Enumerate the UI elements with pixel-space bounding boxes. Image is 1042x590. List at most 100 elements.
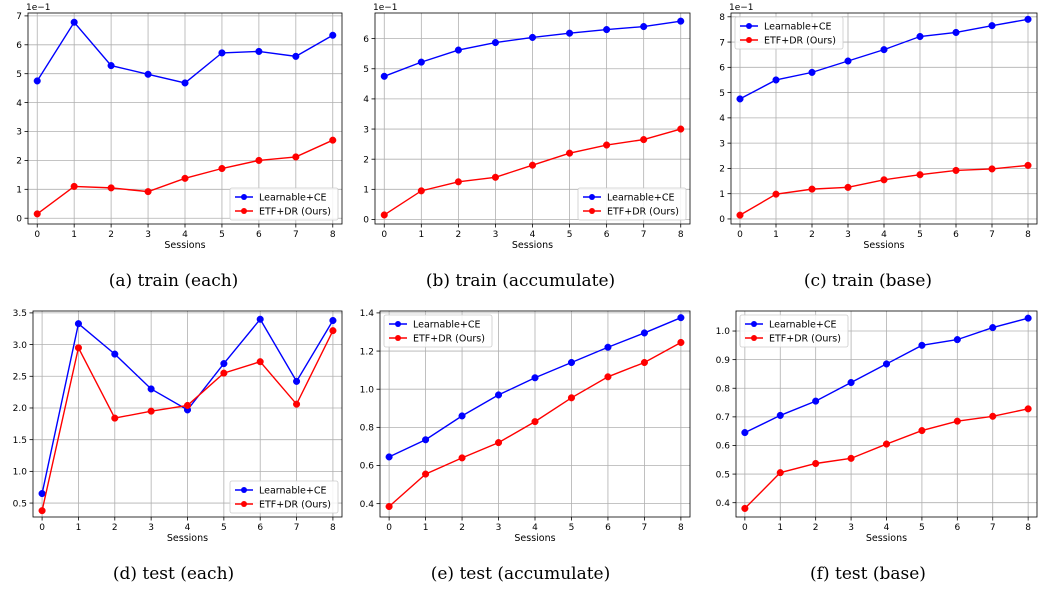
caption-b: (b) train (accumulate)	[425, 271, 616, 291]
x-tick-label: 3	[496, 523, 502, 533]
x-tick-label: 8	[1025, 230, 1031, 240]
x-tick-label: 2	[459, 523, 465, 533]
data-point	[256, 358, 264, 366]
data-point	[329, 31, 337, 39]
data-point	[604, 373, 612, 381]
data-point	[107, 62, 115, 70]
data-point	[293, 377, 301, 385]
data-point	[144, 188, 152, 196]
y-tick-label: 0	[719, 215, 725, 225]
x-tick-label: 0	[34, 230, 40, 240]
data-point	[528, 161, 537, 169]
y-tick-label: 4	[363, 95, 369, 105]
data-point	[329, 327, 337, 335]
data-point	[916, 32, 924, 41]
x-tick-label: 2	[809, 230, 815, 240]
data-point	[218, 164, 226, 173]
chart-c-series-2	[736, 161, 1032, 219]
data-point	[380, 72, 388, 80]
legend-box	[229, 480, 339, 514]
y-tick-label: 0.6	[360, 462, 375, 472]
legend-box	[229, 187, 339, 221]
data-point	[147, 385, 155, 393]
legend-label: ETF+DR (Ours)	[259, 499, 331, 510]
data-point	[531, 418, 539, 426]
data-point	[880, 176, 888, 184]
legend-label: Learnable+CE	[764, 21, 831, 32]
y-tick-label: 1.0	[13, 468, 28, 478]
caption-c: (c) train (base)	[803, 271, 933, 291]
x-tick-label: 6	[953, 230, 959, 240]
y-tick-label: 0.8	[360, 424, 375, 434]
x-tick-label: 5	[569, 523, 575, 533]
data-point	[422, 470, 430, 478]
data-point	[380, 211, 388, 219]
x-tick-label: 7	[294, 523, 300, 533]
chart-panel-e: 0 1 2 3 4 5 6 7 8 0.4 0.6 0.8 1.0 1.2 1.4 Sessions Learn…	[347, 295, 694, 590]
data-point	[812, 459, 820, 468]
data-point	[38, 507, 46, 515]
data-point	[255, 156, 263, 164]
data-point	[491, 38, 499, 47]
legend-swatch-marker	[241, 208, 247, 214]
x-tick-label: 0	[381, 230, 387, 240]
data-point	[847, 454, 855, 462]
chart-b-xlabel: Sessions	[512, 240, 553, 251]
data-point	[33, 77, 41, 85]
y-tick-label: 2	[16, 157, 22, 167]
data-point	[812, 397, 820, 405]
data-point	[776, 411, 784, 419]
x-tick-label: 8	[1025, 523, 1031, 533]
chart-f-xlabel: Sessions	[866, 533, 907, 544]
chart-f-series-1	[741, 314, 1032, 437]
data-point	[677, 17, 685, 25]
x-tick-label: 1	[773, 230, 779, 240]
x-tick-label: 6	[257, 523, 263, 533]
data-point	[1024, 161, 1032, 169]
data-point	[989, 324, 997, 332]
x-tick-label: 0	[386, 523, 392, 533]
y-tick-label: 8	[719, 13, 725, 23]
chart-d-grid	[33, 311, 342, 517]
data-point	[640, 136, 648, 144]
data-point	[107, 184, 115, 192]
y-tick-label: 0.7	[716, 413, 730, 423]
y-tick-label: 0.5	[716, 470, 730, 480]
y-tick-label: 0	[363, 216, 369, 226]
data-point	[604, 343, 612, 351]
chart-d-series-2	[38, 327, 337, 515]
legend-label: Learnable+CE	[259, 192, 326, 203]
legend-swatch-marker	[589, 208, 595, 214]
y-tick-label: 0.4	[716, 499, 731, 509]
y-tick-label: 5	[719, 89, 725, 99]
data-point	[293, 400, 301, 408]
data-point	[33, 210, 41, 218]
x-tick-label: 8	[330, 523, 336, 533]
data-point	[181, 79, 189, 87]
data-point	[640, 23, 648, 31]
data-point	[218, 49, 226, 57]
y-tick-label: 1	[719, 190, 725, 200]
data-point	[880, 46, 888, 54]
chart-panel-f: 0 1 2 3 4 5 6 7 8 0.4 0.5 0.6 0.7 0.8 0.9 1.0 Sessions Le…	[694, 295, 1042, 590]
y-tick-label: 1	[16, 186, 22, 196]
data-point	[741, 504, 749, 512]
caption-d: (d) test (each)	[112, 564, 235, 584]
data-point	[603, 26, 611, 34]
data-point	[741, 429, 749, 437]
data-point	[918, 427, 926, 435]
data-point	[882, 440, 891, 448]
chart-a-series-1	[33, 18, 337, 87]
y-tick-label: 6	[719, 64, 725, 74]
chart-a-legend: Learnable+CE ETF+DR (Ours)	[229, 187, 339, 221]
chart-panel-c: 0 1 2 3 4 5 6 7 8 0 1 2 3 4 5 6 7 8 Sessions 1e−1 Learnable+…	[694, 0, 1042, 295]
legend-swatch-marker	[241, 487, 247, 493]
x-tick-label: 0	[742, 523, 748, 533]
data-point	[422, 436, 430, 444]
data-point	[491, 173, 499, 181]
y-tick-label: 1.0	[360, 385, 375, 395]
data-point	[494, 439, 503, 447]
data-point	[736, 95, 744, 103]
data-point	[1024, 405, 1032, 413]
chart-c: 0 1 2 3 4 5 6 7 8 0 1 2 3 4 5 6 7 8 Sessions 1e−1 Learnable+…	[719, 3, 1038, 251]
